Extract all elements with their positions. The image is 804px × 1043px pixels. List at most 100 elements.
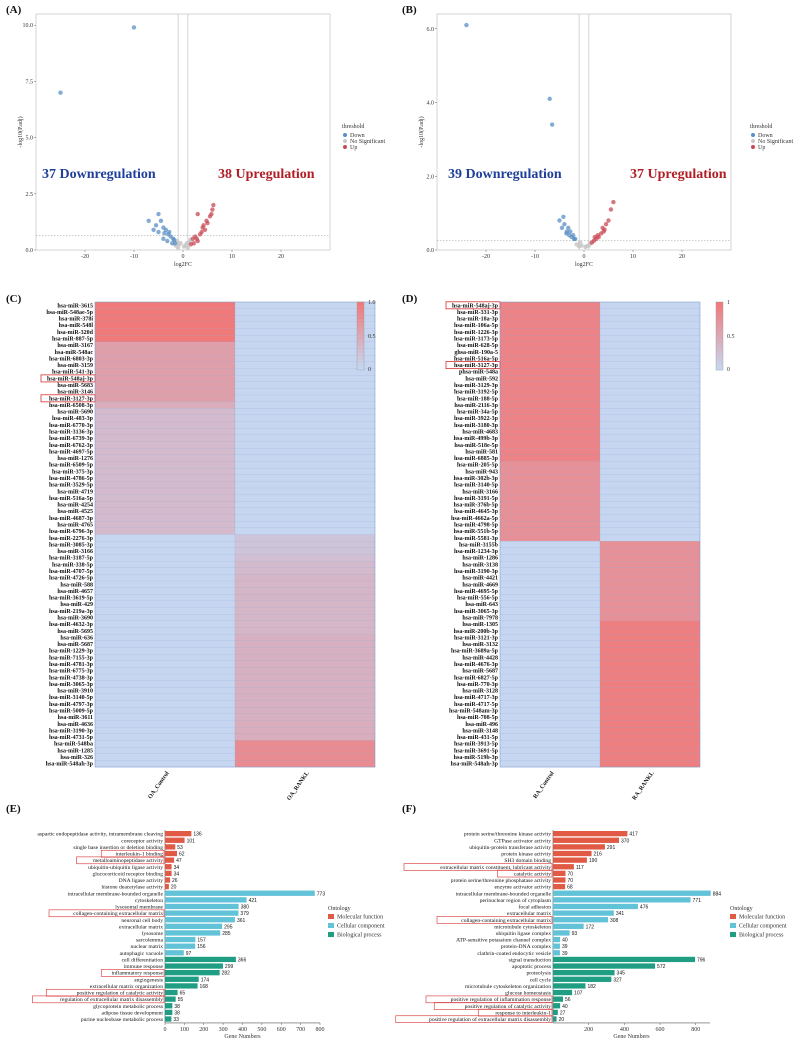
x-axis-label: log2FC <box>575 262 593 268</box>
point-upregulated <box>598 231 604 236</box>
volcano-plot-ra: -20 -10 0 10 20 0.0 2.0 4.0 6.0 log2FC -log10(P.ad… <box>418 13 793 268</box>
heatmap-row-label: hsa-miR-548ah-3p <box>46 762 94 768</box>
heatmap-row-label: hsa-miR-4525 <box>57 509 93 515</box>
category-label: interleukin-1 binding <box>116 852 164 858</box>
bar <box>553 903 638 910</box>
point-downregulated <box>172 241 178 246</box>
heatmap-row-label: hsa-miR-3691-5p <box>454 748 499 754</box>
legend-marker <box>751 139 755 143</box>
bar-value-label: 33 <box>173 1017 179 1023</box>
category-label: intracellular membrane-bounded organelle <box>68 891 164 897</box>
heatmap-row-label: hsa-miR-1234-3p <box>454 549 499 555</box>
heatmap-cell-control <box>499 381 601 389</box>
bar-value-label: 20 <box>171 885 177 891</box>
heatmap-cell-control <box>94 634 236 642</box>
bar-value-label: 773 <box>317 891 326 897</box>
heatmap-row-label: hsa-miR-3166 <box>57 549 93 555</box>
bar <box>165 983 198 989</box>
color-scale-segment <box>716 329 723 333</box>
heatmap-row-label: hsa-miR-4428 <box>462 655 498 661</box>
heatmap-cell-control <box>499 534 601 542</box>
legend-swatch <box>730 932 736 937</box>
heatmap-row-label: hsa-miR-4421 <box>462 576 498 582</box>
bar <box>553 956 696 963</box>
x-tick-label: -20 <box>482 254 490 260</box>
bar <box>165 844 176 850</box>
heatmap-row-label: hsa-miR-3146 <box>57 390 93 396</box>
heatmap-cell-rankl <box>599 394 701 402</box>
heatmap-row-label: hsa-miR-2116-3p <box>454 403 498 409</box>
heatmap-cell-control <box>94 547 236 555</box>
heatmap-row-label: hsa-miR-6739-3p <box>49 436 94 442</box>
heatmap-cell-rankl <box>599 315 701 323</box>
heatmap-row-label: hsa-miR-4254 <box>57 503 93 509</box>
heatmap-cell-rankl <box>599 408 701 416</box>
x-tick-label: 700 <box>296 1027 305 1033</box>
heatmap-cell-control <box>499 746 601 754</box>
heatmap-cell-rankl <box>599 481 701 489</box>
heatmap-cell-rankl <box>234 547 376 555</box>
point-downregulated <box>167 229 172 235</box>
heatmap-cell-control <box>499 361 601 369</box>
heatmap-row-label: hsa-miR-4636 <box>57 722 93 728</box>
heatmap-cell-control <box>499 374 601 382</box>
color-scale-label: 0.5 <box>727 334 735 340</box>
heatmap-row-label: hsa-miR-5687 <box>57 642 93 648</box>
heatmap-row-label: hsa-miR-3689a-5p <box>451 649 499 655</box>
heatmap-cell-rankl <box>599 620 701 628</box>
heatmap-cell-control <box>94 600 236 608</box>
category-label: lysosome <box>142 931 164 937</box>
heatmap-row-label: hsa-miR-4632-3p <box>49 622 94 628</box>
heatmap-cell-rankl <box>234 348 376 356</box>
heatmap-row-label: hsa-miR-6770-3p <box>49 423 94 429</box>
heatmap-cell-control <box>94 680 236 688</box>
highlight-box <box>436 916 553 924</box>
heatmap-cell-rankl <box>599 587 701 595</box>
bar-value-label: 34 <box>174 865 180 871</box>
bar-value-label: 68 <box>567 885 573 891</box>
heatmap-cell-control <box>499 401 601 409</box>
category-label: response to interleukin-1 <box>495 1010 551 1016</box>
heatmap-row-label: hsa-miR-4707-5p <box>49 569 94 575</box>
heatmap-row-label: hsa-miR-378i <box>59 317 94 323</box>
heatmap-cell-rankl <box>234 733 376 741</box>
color-scale-segment <box>716 302 723 306</box>
color-scale-segment <box>716 363 723 367</box>
x-tick-label: 300 <box>219 1027 228 1033</box>
highlight-box <box>100 969 165 977</box>
heatmap-cell-control <box>499 394 601 402</box>
heatmap-cell-rankl <box>599 414 701 422</box>
heatmap-cell-rankl <box>599 308 701 316</box>
bar <box>165 883 169 890</box>
bar-value-label: 93 <box>572 931 578 937</box>
color-scale-segment <box>357 346 364 350</box>
heatmap-cell-control <box>94 667 236 675</box>
heatmap-cell-control <box>499 653 601 661</box>
point-upregulated <box>603 221 609 227</box>
category-label: purine nucleobase metabolic process <box>81 1017 163 1023</box>
heatmap-cell-control <box>499 760 601 768</box>
x-tick-label: 800 <box>316 1027 325 1033</box>
heatmap-cell-control <box>94 315 236 323</box>
point-upregulated <box>195 211 200 217</box>
point-downregulated <box>566 225 571 231</box>
category-label: ATP-sensitive potassium channel complex <box>456 938 551 944</box>
legend-item: Biological process <box>337 933 382 939</box>
heatmap-cell-control <box>499 587 601 595</box>
heatmap-cell-control <box>499 308 601 316</box>
heatmap-row-label: hsa-miR-1286 <box>462 556 498 562</box>
category-label: focal adhesion <box>519 904 552 911</box>
heatmap-cell-rankl <box>234 753 376 761</box>
heatmap-cell-rankl <box>234 308 376 316</box>
point-not-significant <box>583 244 588 250</box>
heatmap-row-label: hsa-miR-551b-5p <box>454 529 499 535</box>
y-tick-label: 10.0 <box>23 23 34 29</box>
heatmap-row-label: hsa-miR-302b-3p <box>454 476 499 482</box>
bar-value-label: 40 <box>562 1004 568 1010</box>
volcano-plot-oa: -20 -10 0 10 20 0.0 2.5 5.0 7.5 10.0 log2FC -log10(… <box>17 13 385 268</box>
heatmap-cell-control <box>94 627 236 635</box>
heatmap-cell-rankl <box>599 487 701 495</box>
heatmap-row-label: hsa-miR-3529-5p <box>49 483 94 489</box>
legend-marker <box>343 133 347 137</box>
